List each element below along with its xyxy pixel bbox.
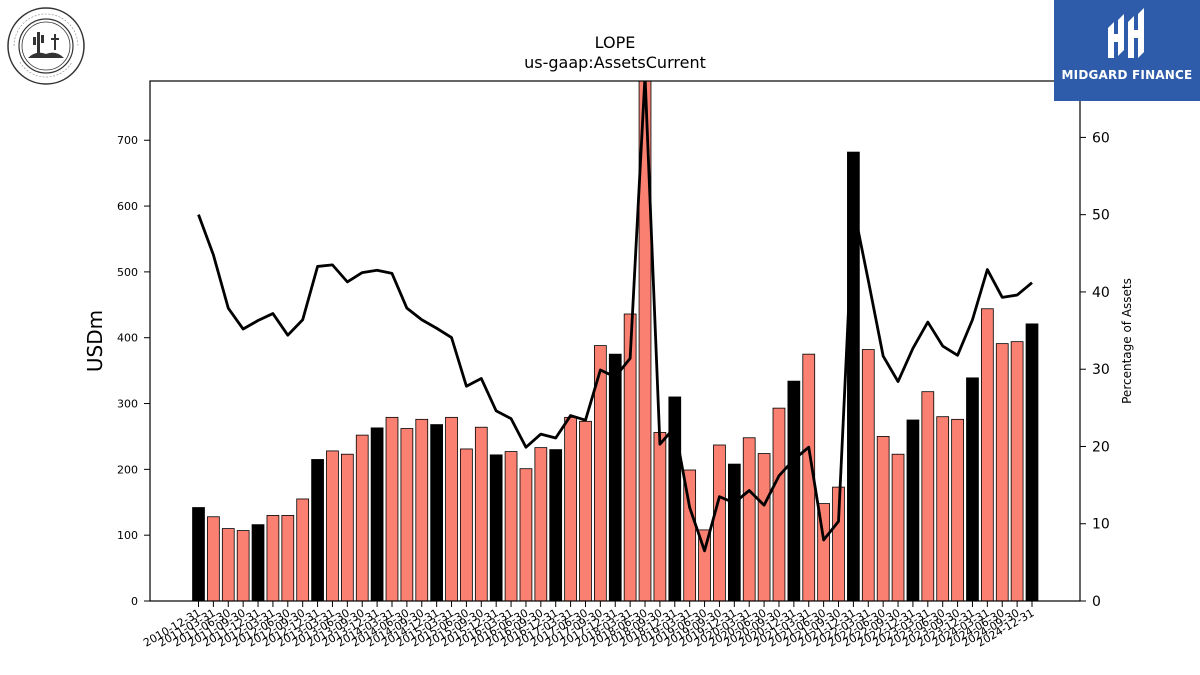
bar-2019-09-30 xyxy=(713,444,726,602)
bar-2024-09-30 xyxy=(1010,341,1024,602)
bar-2017-06-30 xyxy=(579,420,592,602)
bar-2013-12-31 xyxy=(370,427,384,602)
bar-2020-12-31 xyxy=(787,380,801,602)
bar-2023-06-30 xyxy=(936,416,950,602)
bar-2013-03-31 xyxy=(326,450,339,602)
y-tick-label: 200 xyxy=(117,463,138,476)
bar-2013-06-30 xyxy=(340,453,354,602)
bar-2017-03-31 xyxy=(564,416,577,602)
y-tick-label: 600 xyxy=(117,200,138,213)
bar-2024-12-31 xyxy=(1025,323,1039,602)
bar-2011-06-30 xyxy=(221,528,235,602)
bar-2015-12-31 xyxy=(489,454,503,602)
bar-2012-09-30 xyxy=(296,498,310,602)
bar-2015-03-31 xyxy=(445,416,458,602)
bar-2011-09-30 xyxy=(236,530,250,602)
bar-2012-06-30 xyxy=(281,515,295,602)
y-tick-label: 700 xyxy=(117,134,138,147)
bar-group xyxy=(192,80,1039,602)
bar-2015-06-30 xyxy=(460,448,473,602)
bar-2016-03-31 xyxy=(504,451,518,602)
bar-2020-09-30 xyxy=(772,407,786,602)
bar-2016-12-31 xyxy=(549,449,563,602)
x-axis: 2010-12-312011-03-312011-06-302011-09-30… xyxy=(141,601,1037,650)
bar-2012-03-31 xyxy=(266,515,280,602)
bar-2016-09-30 xyxy=(534,447,548,602)
y-right-tick-label: 40 xyxy=(1092,285,1110,301)
chart-title: LOPE xyxy=(595,33,636,52)
y-tick-label: 0 xyxy=(131,595,138,608)
bar-2022-03-31 xyxy=(861,349,875,602)
bar-2017-12-31 xyxy=(608,353,622,602)
y-tick-label: 500 xyxy=(117,266,138,279)
y-right-tick-label: 0 xyxy=(1092,594,1101,610)
y-right-tick-label: 20 xyxy=(1092,439,1110,455)
y-axis-right: 0 10 20 30 40 50 60 xyxy=(1080,130,1110,610)
bar-2012-12-31 xyxy=(311,459,324,602)
bar-2014-03-31 xyxy=(385,416,399,602)
bar-2016-06-30 xyxy=(519,468,533,602)
bar-2023-03-31 xyxy=(921,391,935,602)
bar-2019-12-31 xyxy=(727,463,741,602)
bar-2022-06-30 xyxy=(876,436,890,602)
bar-2014-12-31 xyxy=(430,424,444,602)
y-axis-label-left: USDm xyxy=(83,310,107,372)
bar-2014-09-30 xyxy=(415,418,429,602)
bar-2024-06-30 xyxy=(995,343,1009,602)
y-axis-left: 0 100 200 300 400 500 600 700 xyxy=(117,134,150,608)
bar-2020-06-30 xyxy=(757,453,771,602)
university-seal-logo xyxy=(6,6,86,86)
y-right-tick-label: 10 xyxy=(1092,517,1110,533)
percentage-line xyxy=(197,81,1033,553)
chart-subtitle: us-gaap:AssetsCurrent xyxy=(524,53,706,72)
bar-2022-12-31 xyxy=(906,419,920,602)
bar-2011-03-31 xyxy=(207,516,220,602)
bar-2013-09-30 xyxy=(355,434,369,602)
bar-2023-12-31 xyxy=(966,377,979,602)
y-tick-label: 100 xyxy=(117,529,138,542)
brand-name: MIDGARD FINANCE xyxy=(1061,68,1193,82)
line-group xyxy=(197,81,1033,553)
bar-2014-06-30 xyxy=(400,428,414,602)
y-right-tick-label: 50 xyxy=(1092,208,1110,224)
y-right-tick-label: 60 xyxy=(1092,130,1110,146)
midgard-finance-logo: MIDGARD FINANCE xyxy=(1054,0,1200,101)
bar-2022-09-30 xyxy=(891,453,905,602)
bar-2015-09-30 xyxy=(474,426,488,602)
bar-2011-12-31 xyxy=(251,524,265,602)
bar-2020-03-31 xyxy=(742,437,756,602)
bar-2024-03-31 xyxy=(980,308,994,602)
y-tick-label: 300 xyxy=(117,398,138,411)
bar-2010-12-31 xyxy=(192,507,205,602)
bar-2023-09-30 xyxy=(951,418,964,602)
y-tick-label: 400 xyxy=(117,332,138,345)
y-axis-label-right: Percentage of Assets xyxy=(1120,278,1134,404)
y-right-tick-label: 30 xyxy=(1092,362,1110,378)
bar-2018-09-30 xyxy=(653,432,667,602)
